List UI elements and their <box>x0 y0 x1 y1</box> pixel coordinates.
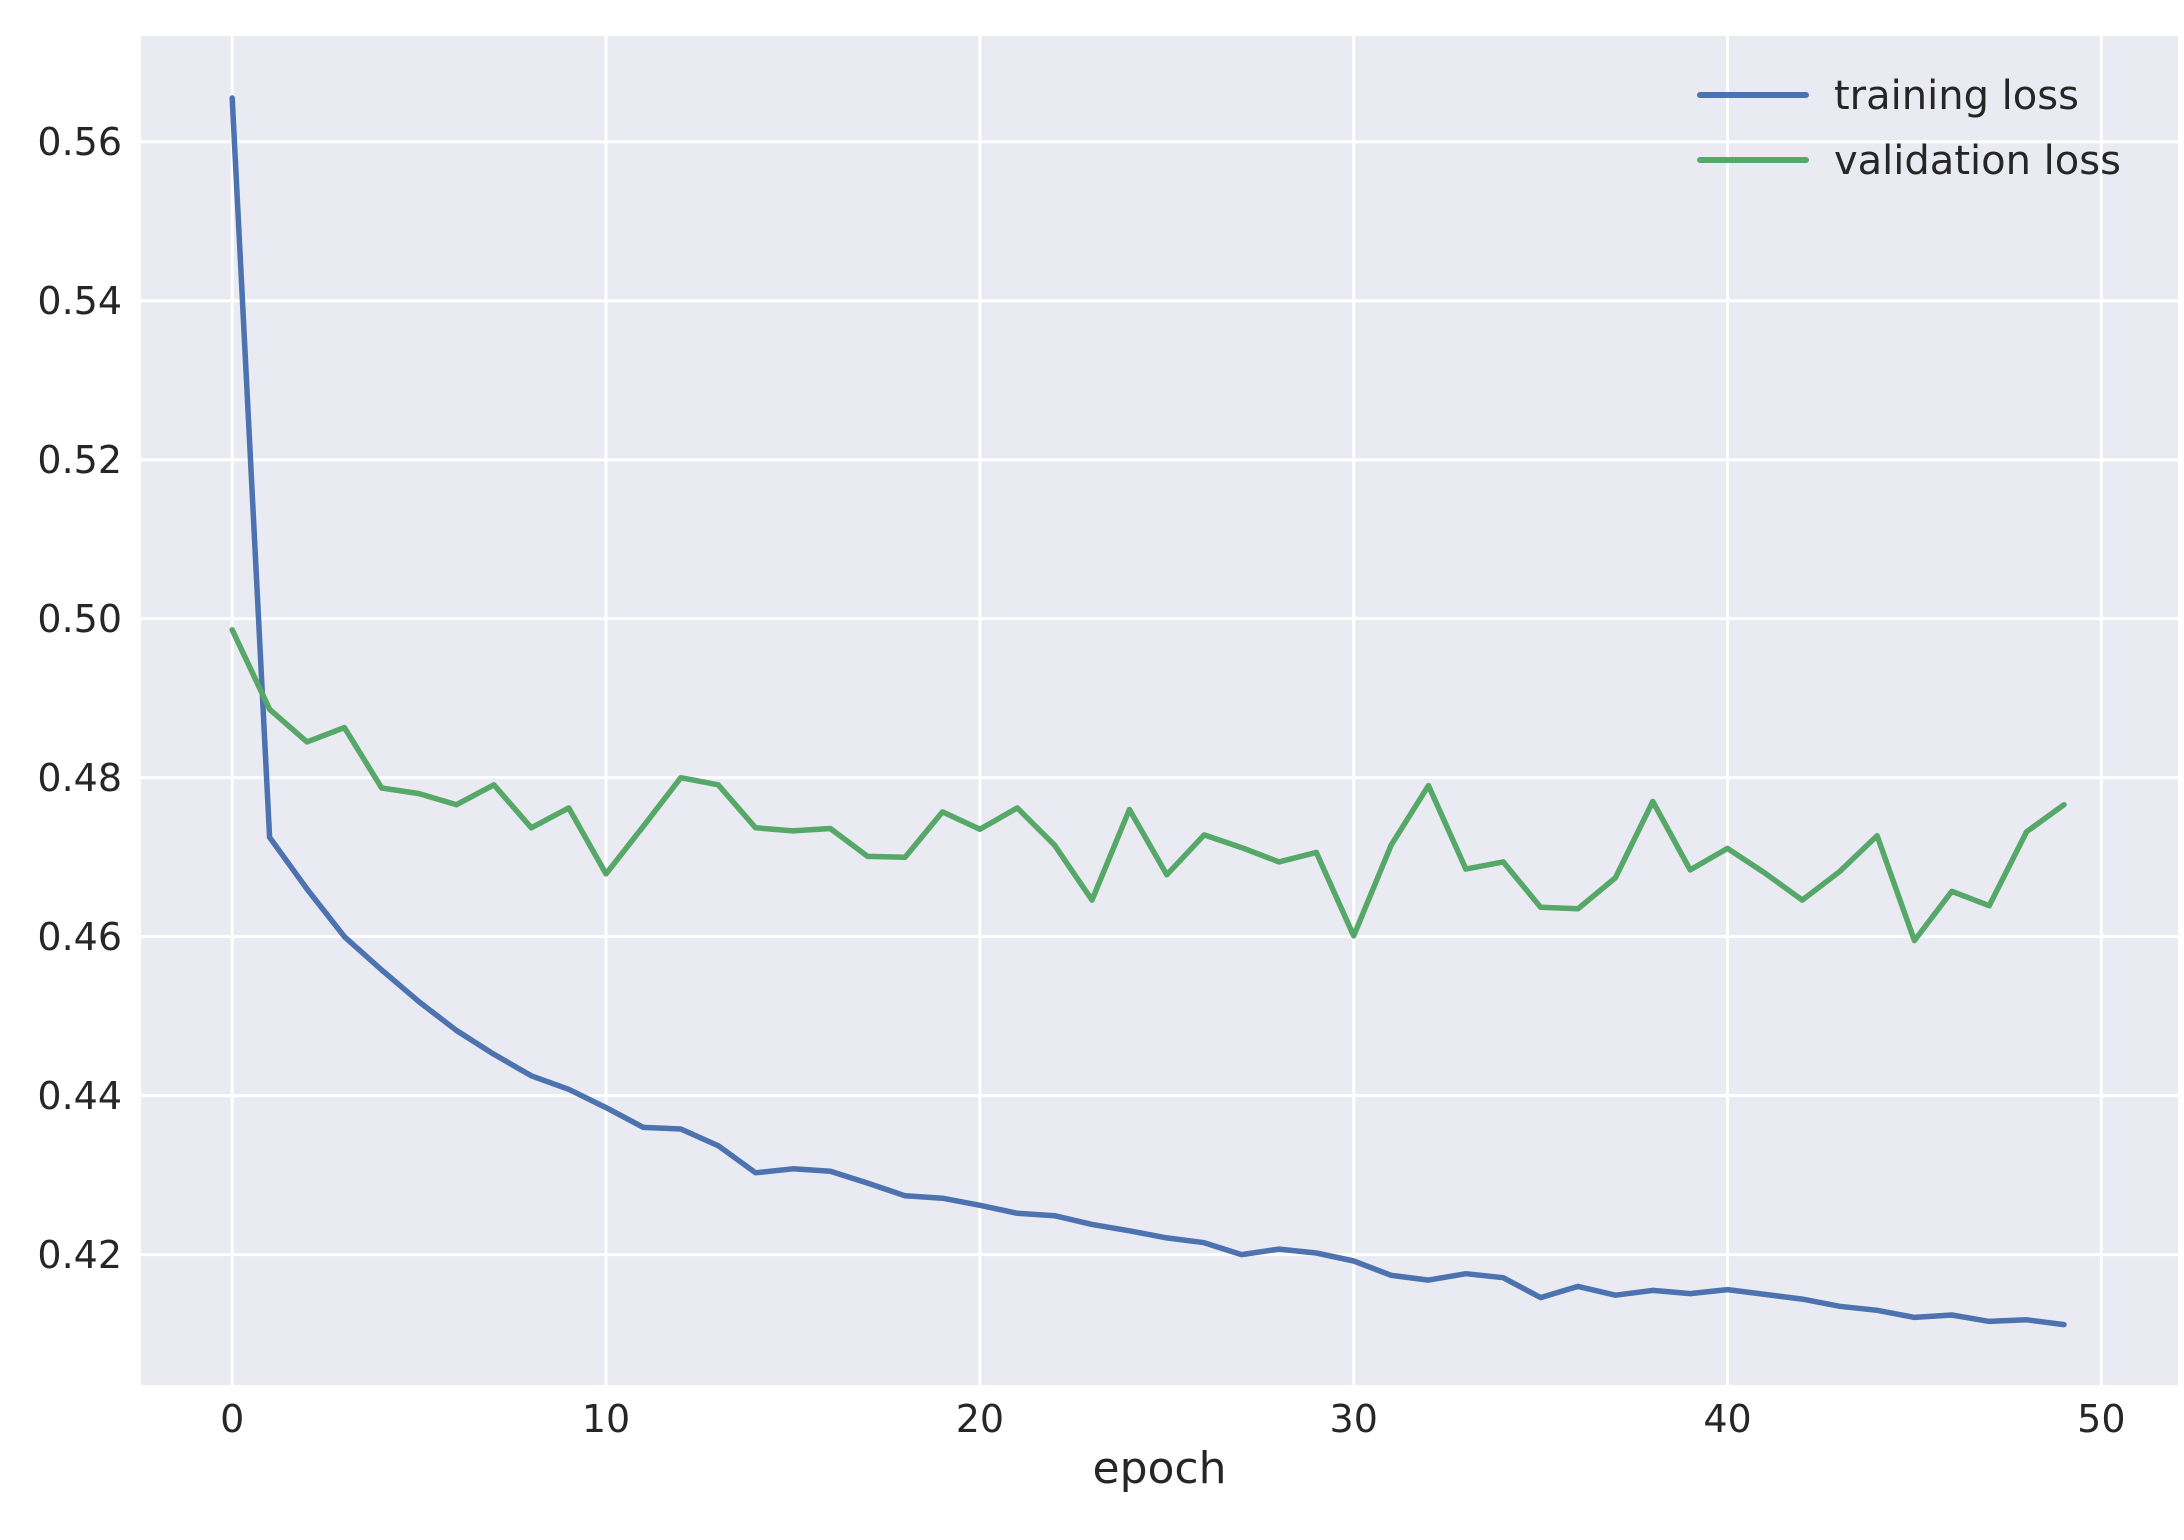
x-tick-label: 30 <box>1330 1397 1378 1441</box>
x-tick-label: 10 <box>582 1397 630 1441</box>
plot-area <box>141 36 2178 1385</box>
legend-label-validation-loss: validation loss <box>1834 138 2121 184</box>
training-loss-line <box>229 95 2067 1328</box>
y-tick-label: 0.52 <box>37 438 122 482</box>
y-tick-label: 0.42 <box>37 1233 122 1277</box>
x-axis-label: epoch <box>1093 1443 1227 1494</box>
y-tick-label: 0.56 <box>37 120 122 164</box>
x-tick-label: 50 <box>2077 1397 2125 1441</box>
y-tick-label: 0.48 <box>37 756 122 800</box>
x-tick-label: 40 <box>1703 1397 1751 1441</box>
x-tick-label: 0 <box>220 1397 244 1441</box>
legend-label-training-loss: training loss <box>1834 73 2079 119</box>
y-tick-label: 0.46 <box>37 915 122 959</box>
y-tick-label: 0.44 <box>37 1074 122 1118</box>
x-tick-label: 20 <box>956 1397 1004 1441</box>
validation-loss-line <box>229 627 2067 944</box>
y-tick-label: 0.54 <box>37 279 122 323</box>
y-tick-label: 0.50 <box>37 597 122 641</box>
